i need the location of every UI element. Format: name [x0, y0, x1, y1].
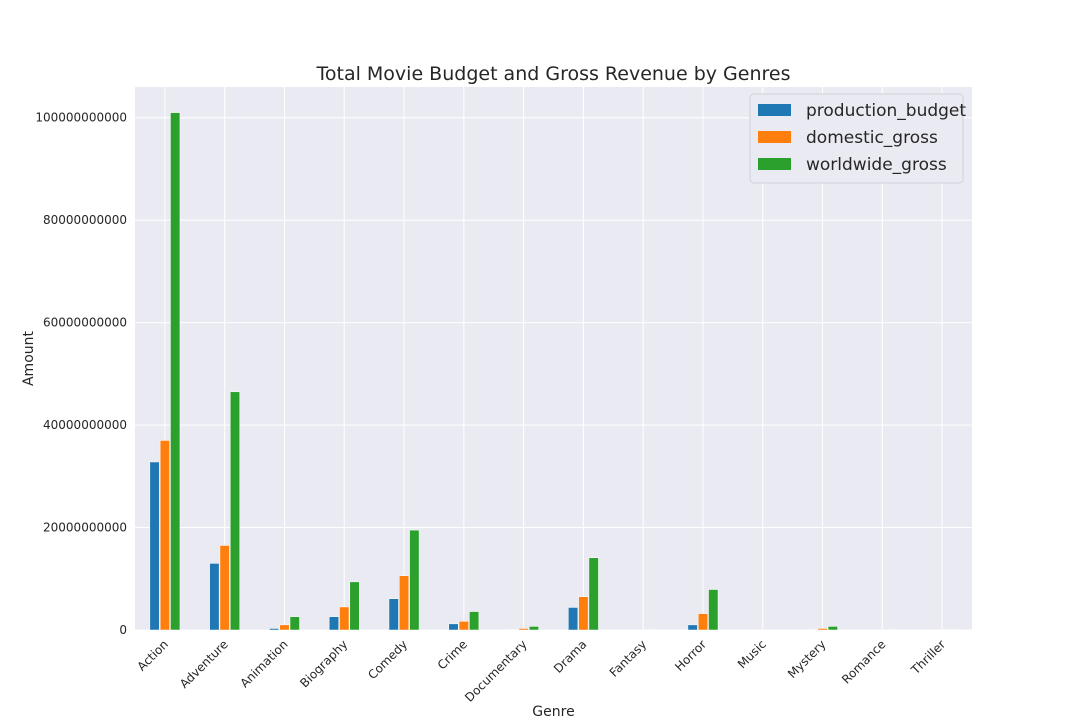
bar-domestic_gross-drama	[578, 596, 589, 631]
legend-label-production_budget: production_budget	[806, 101, 966, 121]
x-tick-label: Animation	[237, 637, 290, 690]
bar-production_budget-adventure	[209, 563, 220, 631]
x-tick-label: Adventure	[177, 637, 231, 691]
bar-domestic_gross-action	[159, 440, 170, 631]
x-tick-label: Biography	[297, 637, 350, 690]
bar-worldwide_gross-comedy	[409, 529, 420, 631]
bar-domestic_gross-comedy	[399, 575, 410, 631]
bar-domestic_gross-adventure	[219, 545, 230, 631]
y-axis-label: Amount	[21, 330, 37, 386]
x-tick-label: Romance	[839, 637, 888, 686]
bar-production_budget-horror	[687, 624, 698, 631]
bar-worldwide_gross-adventure	[229, 391, 240, 631]
grid	[135, 87, 972, 631]
y-axis-ticks: 0 20000000000 40000000000 60000000000 800000…	[35, 111, 127, 637]
bar-worldwide_gross-romance	[887, 629, 898, 631]
legend-swatch-worldwide_gross	[758, 158, 791, 170]
y-tick-label: 60000000000	[43, 316, 127, 330]
x-tick-label: Thriller	[908, 637, 948, 677]
bar-production_budget-mystery	[807, 629, 818, 631]
bar-worldwide_gross-animation	[289, 616, 300, 631]
legend-label-domestic_gross: domestic_gross	[806, 128, 938, 148]
x-tick-label: Documentary	[462, 637, 530, 705]
bar-production_budget-animation	[269, 628, 280, 631]
bar-worldwide_gross-thriller	[947, 629, 958, 631]
bar-worldwide_gross-crime	[469, 611, 480, 631]
x-tick-label: Crime	[435, 637, 470, 672]
x-tick-label: Action	[135, 637, 171, 673]
x-tick-label: Drama	[551, 637, 590, 676]
legend-box	[749, 93, 964, 184]
bar-domestic_gross-horror	[697, 613, 708, 631]
legend-swatch-domestic_gross	[758, 131, 791, 143]
bar-production_budget-drama	[568, 607, 579, 631]
bar-production_budget-documentary	[508, 629, 519, 631]
legend-swatch-production_budget	[758, 104, 791, 116]
x-tick-label: Horror	[672, 637, 709, 674]
bar-worldwide_gross-drama	[588, 557, 599, 631]
bar-worldwide_gross-action	[170, 112, 181, 631]
y-tick-label: 40000000000	[43, 418, 127, 432]
bar-worldwide_gross-fantasy	[648, 629, 659, 631]
bar-worldwide_gross-mystery	[827, 626, 838, 631]
bar-worldwide_gross-biography	[349, 581, 360, 631]
bars	[149, 112, 958, 631]
bar-production_budget-comedy	[388, 598, 399, 631]
chart-title: Total Movie Budget and Gross Revenue by …	[316, 63, 791, 85]
legend-label-worldwide_gross: worldwide_gross	[806, 155, 947, 175]
bar-domestic_gross-animation	[279, 624, 290, 631]
x-tick-label: Fantasy	[607, 637, 650, 680]
x-axis-ticks: Action Adventure Animation Biography Comedy C…	[135, 637, 949, 705]
bar-domestic_gross-mystery	[817, 628, 828, 631]
y-tick-label: 80000000000	[43, 213, 127, 227]
bar-domestic_gross-biography	[339, 606, 350, 631]
y-tick-label: 20000000000	[43, 521, 127, 535]
bar-production_budget-action	[149, 461, 160, 631]
bar-production_budget-crime	[448, 623, 459, 631]
legend: production_budget domestic_gross worldwide…	[749, 93, 966, 184]
bar-production_budget-biography	[328, 616, 339, 631]
bar-worldwide_gross-documentary	[528, 626, 539, 631]
bar-domestic_gross-documentary	[518, 628, 529, 631]
y-tick-label: 100000000000	[35, 111, 127, 125]
bar-domestic_gross-crime	[458, 621, 469, 631]
x-tick-label: Mystery	[785, 637, 829, 681]
x-axis-label: Genre	[532, 704, 574, 720]
bar-worldwide_gross-horror	[708, 589, 719, 631]
x-tick-label: Music	[735, 637, 769, 671]
y-tick-label: 0	[119, 623, 127, 637]
x-tick-label: Comedy	[365, 637, 410, 682]
